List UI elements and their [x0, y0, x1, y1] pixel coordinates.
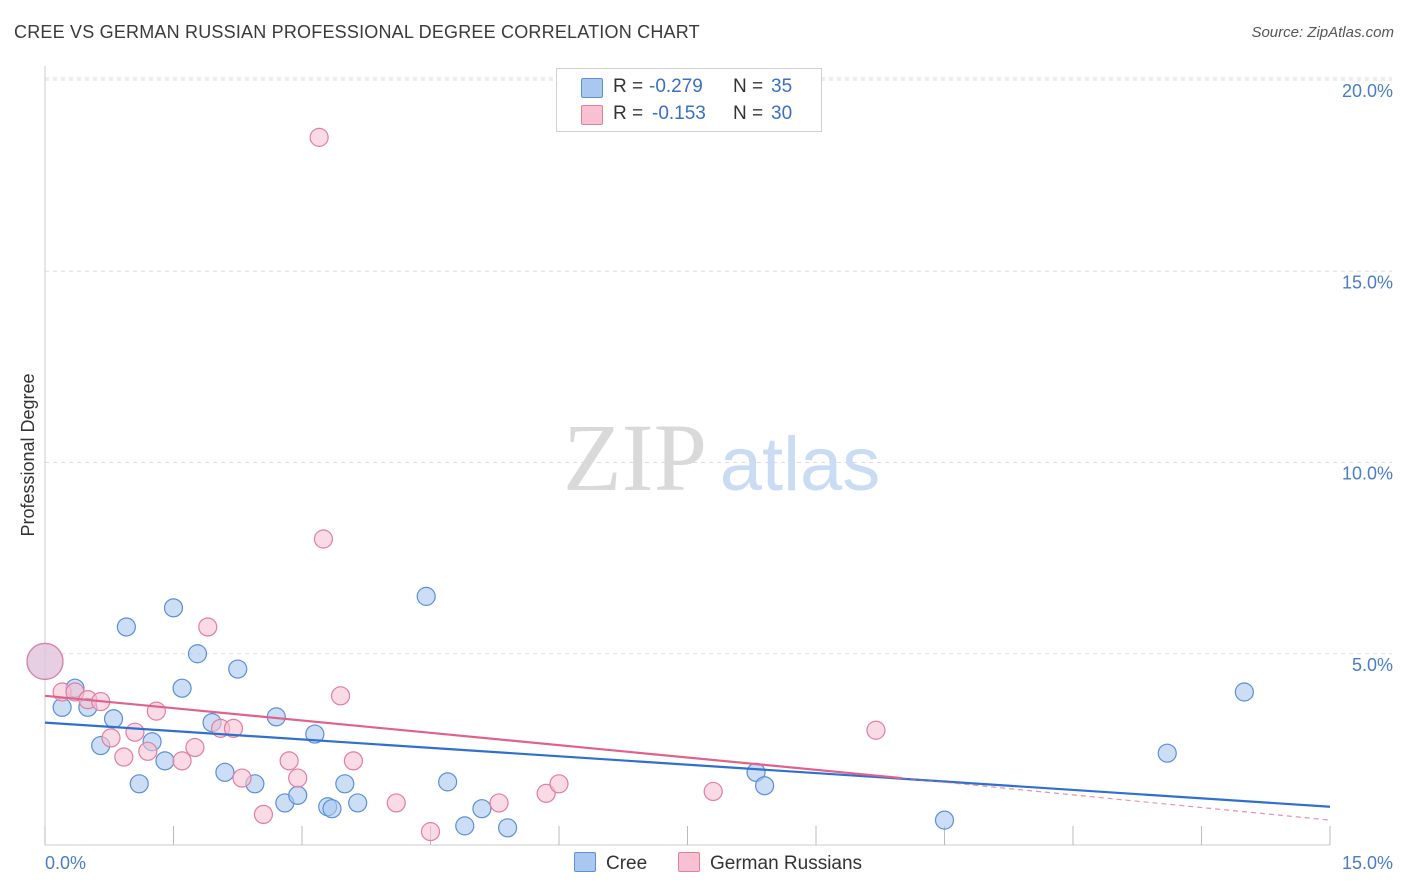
bottom-legend-german-russians: German Russians [678, 852, 862, 875]
legend-r-value: -0.153 [652, 103, 706, 124]
german-russians-point [114, 747, 134, 767]
y-axis-label: Professional Degree [18, 373, 38, 536]
y-tick-label: 5.0% [1352, 655, 1393, 675]
y-tick-label: 15.0% [1342, 272, 1393, 292]
cree-point [103, 709, 124, 729]
watermark-atlas: atlas [720, 422, 881, 507]
german-russians-point [549, 774, 569, 794]
german-russians-point [26, 642, 64, 681]
german-russians-point [420, 822, 441, 842]
german-russians-point [386, 793, 406, 813]
bottom-legend-swatch-cree [574, 852, 596, 872]
german-russians-point [223, 718, 244, 738]
german-russians-point [101, 728, 121, 748]
german-russians-point [489, 793, 509, 813]
cree-point [934, 810, 955, 830]
cree-point [187, 644, 208, 664]
german-russians-point [288, 768, 308, 788]
german-russians-point [172, 751, 192, 771]
cree-point [288, 785, 308, 805]
cree-point [116, 617, 136, 637]
y-tick-label: 10.0% [1342, 464, 1393, 484]
cree-point [1234, 682, 1254, 702]
german-russians-point [309, 127, 329, 147]
bottom-legend-swatch-german-russians [678, 852, 700, 872]
x-tick-label: 15.0% [1342, 853, 1393, 873]
cree-point [438, 772, 458, 792]
german-russians-point [232, 768, 252, 788]
cree-point [455, 816, 475, 836]
cree-point [322, 799, 342, 819]
cree-point [163, 598, 184, 618]
bottom-legend-cree: Cree [574, 852, 647, 875]
german-russians-point [703, 781, 723, 802]
german-russians-point [138, 741, 158, 761]
german-russians-point [330, 686, 351, 706]
legend-r-value: -0.279 [649, 76, 703, 97]
german-russians-point [343, 751, 363, 771]
legend-swatch-german-russians [581, 105, 603, 125]
cree-point [416, 586, 436, 606]
cree-point [172, 678, 192, 698]
legend-n-label: N = [733, 76, 764, 97]
chart-title: CREE VS GERMAN RUSSIAN PROFESSIONAL DEGR… [14, 22, 700, 42]
bottom-legend-label: Cree [606, 853, 648, 874]
bottom-legend-label: German Russians [710, 853, 863, 874]
x-tick-label: 0.0% [45, 853, 86, 873]
cree-point [335, 774, 355, 794]
cree-point [1157, 743, 1177, 763]
cree-point [348, 793, 368, 813]
watermark-zip: ZIP [563, 404, 707, 511]
cree-point [472, 799, 492, 819]
source-label: Source: ZipAtlas.com [1251, 24, 1394, 41]
cree-point [498, 818, 518, 838]
german-russians-point [125, 722, 145, 742]
legend-n-value: 30 [771, 103, 793, 124]
legend-n-label: N = [733, 103, 764, 124]
german-russians-point [866, 720, 886, 740]
legend-swatch-cree [581, 78, 603, 98]
german-russians-trend-extension [901, 777, 1331, 821]
legend-box: R = -0.279 N = 35 R = -0.153 N = 30 [556, 68, 822, 132]
german-russians-point [198, 617, 218, 637]
german-russians-point [313, 529, 334, 549]
german-russians-point [253, 804, 274, 825]
german-russians-trend-line [44, 694, 902, 780]
legend-n-value: 35 [771, 76, 793, 97]
german-russians-point [279, 751, 299, 771]
cree-point [305, 724, 325, 744]
cree-point [155, 751, 175, 771]
legend-r-label: R = [613, 103, 644, 124]
german-russians-point [536, 783, 556, 803]
german-russians-point [185, 737, 205, 758]
cree-point [129, 774, 149, 794]
cree-trend-line [44, 721, 1331, 808]
y-tick-label: 20.0% [1342, 81, 1393, 101]
cree-point [754, 776, 775, 796]
cree-point [215, 762, 235, 782]
legend-r-label: R = [613, 76, 644, 97]
cree-point [228, 659, 248, 679]
